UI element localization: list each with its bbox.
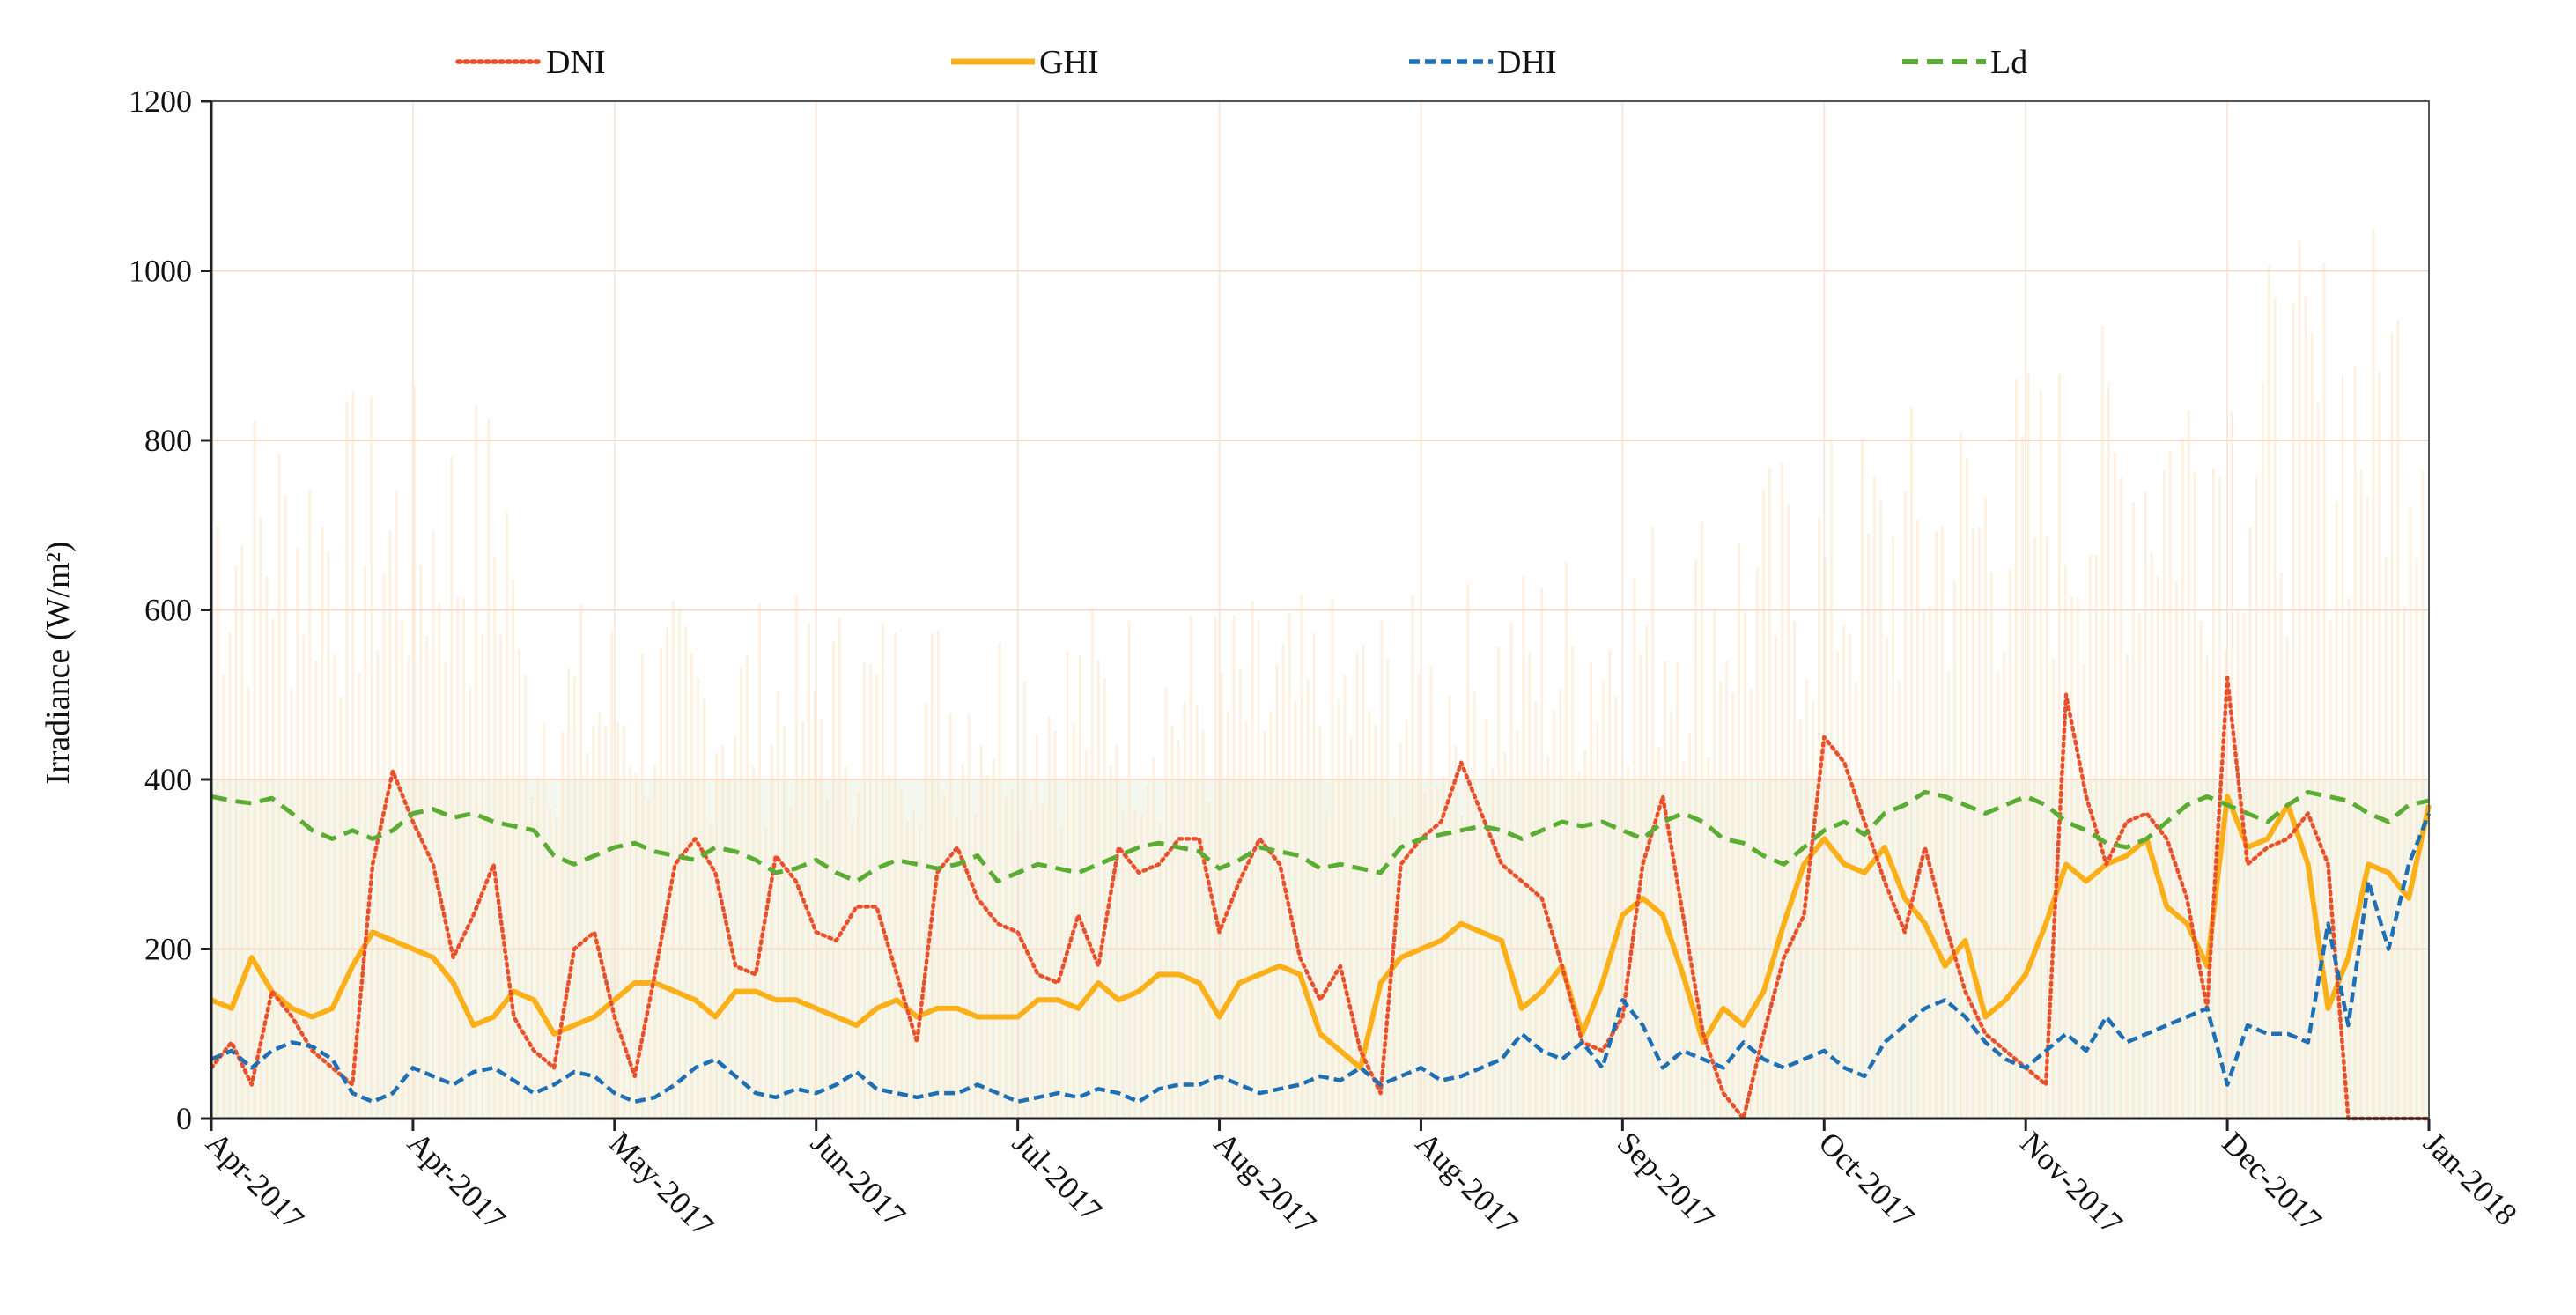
y-tick-label: 600 xyxy=(144,593,192,628)
legend-item-ghi: GHI xyxy=(951,44,1099,81)
y-tick-label: 1200 xyxy=(129,84,192,119)
y-tick-label: 0 xyxy=(176,1101,192,1136)
x-axis-ticks: Apr-2017 Apr-2017 May-2017 Jun-2017 Jul-2017… xyxy=(199,1119,2524,1244)
x-tick-label: Nov-2017 xyxy=(2014,1125,2130,1241)
x-tick-label: Apr-2017 xyxy=(401,1125,513,1237)
x-tick-label: Aug-2017 xyxy=(1207,1125,1324,1241)
y-tick-label: 200 xyxy=(144,932,192,967)
x-tick-label: Apr-2017 xyxy=(199,1125,311,1237)
x-tick-label: Aug-2017 xyxy=(1409,1125,1525,1241)
y-tick-label: 400 xyxy=(144,762,192,797)
legend-label-dhi: DHI xyxy=(1497,44,1557,81)
legend-item-ld: Ld xyxy=(1902,44,2027,81)
y-tick-label: 1000 xyxy=(129,254,192,289)
x-tick-label: May-2017 xyxy=(602,1125,720,1243)
legend-label-dni: DNI xyxy=(546,44,606,81)
x-tick-label: Oct-2017 xyxy=(1812,1125,1922,1234)
legend-item-dhi: DHI xyxy=(1409,44,1557,81)
legend-label-ghi: GHI xyxy=(1039,44,1099,81)
y-tick-label: 800 xyxy=(144,423,192,458)
x-tick-label: Jun-2017 xyxy=(804,1125,912,1233)
x-tick-label: Dec-2017 xyxy=(2215,1125,2329,1238)
x-tick-label: Jan-2018 xyxy=(2417,1125,2524,1232)
legend: DNI GHI DHI Ld xyxy=(458,44,2027,81)
legend-item-dni: DNI xyxy=(458,44,606,81)
x-tick-label: Sep-2017 xyxy=(1611,1125,1722,1236)
x-tick-label: Jul-2017 xyxy=(1006,1125,1109,1228)
legend-label-ld: Ld xyxy=(1990,44,2027,81)
y-axis-title: Irradiance (W/m²) xyxy=(40,541,77,784)
y-axis-ticks: 0 200 400 600 800 1000 1200 xyxy=(129,84,211,1136)
